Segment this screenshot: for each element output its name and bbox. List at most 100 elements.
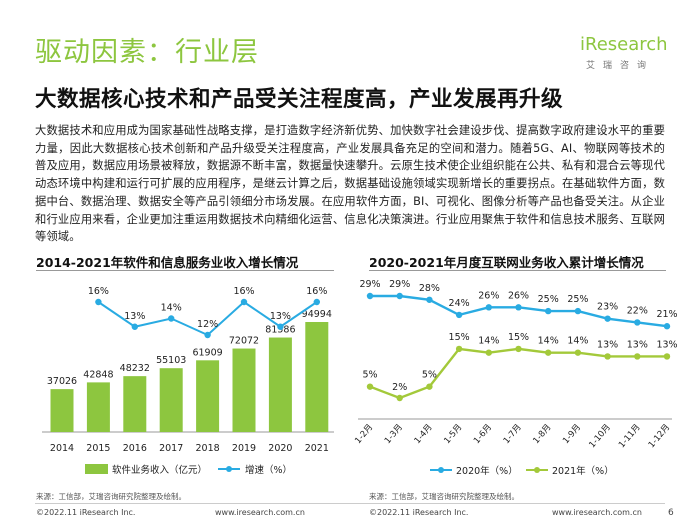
left-bar-label-2018: 61909 <box>192 347 222 358</box>
footer-divider <box>35 503 665 504</box>
right-chart-divider <box>369 270 666 271</box>
right-tick-1-4月: 1-4月 <box>413 423 435 447</box>
footer-copyright-right: ©2022.11 iResearch Inc. <box>369 508 469 517</box>
right-label-2020-8: 23% <box>597 302 618 313</box>
right-chart-source: 来源：工信部，艾瑞咨询研究院整理及绘制。 <box>369 492 519 501</box>
left-growth-label-2020: 13% <box>270 311 291 322</box>
left-growth-point-2018 <box>204 331 211 339</box>
right-label-2020-2: 28% <box>419 283 440 294</box>
left-bar-2016 <box>123 376 147 432</box>
right-label-2021-7: 14% <box>567 336 588 347</box>
right-label-2021-8: 13% <box>597 339 618 350</box>
right-point-2020-2 <box>426 296 433 303</box>
left-tick-2015: 2015 <box>86 443 110 454</box>
footer-url-left: www.iresearch.com.cn <box>215 508 305 517</box>
left-growth-label-2019: 16% <box>233 286 254 297</box>
left-growth-point-2021 <box>313 298 320 306</box>
legend-bar-label: 软件业务收入（亿元） <box>112 464 207 476</box>
left-chart-divider <box>36 270 334 271</box>
right-point-2021-7 <box>574 349 582 356</box>
legend-growth-dot <box>226 466 232 472</box>
right-point-2020-5 <box>515 304 522 311</box>
right-label-2020-4: 26% <box>478 290 499 301</box>
left-tick-2017: 2017 <box>159 443 183 454</box>
left-growth-label-2016: 13% <box>124 311 145 322</box>
left-bar-2015 <box>86 382 110 432</box>
right-tick-1-9月: 1-9月 <box>561 423 583 447</box>
left-bar-label-2015: 42848 <box>83 369 113 380</box>
left-growth-label-2015: 16% <box>88 286 109 297</box>
left-tick-2021: 2021 <box>305 443 329 454</box>
right-label-2021-0: 5% <box>362 370 377 381</box>
right-point-2021-4 <box>485 349 492 356</box>
right-label-2020-1: 29% <box>389 279 410 290</box>
left-growth-label-2017: 14% <box>161 303 182 314</box>
right-label-2021-2: 5% <box>422 370 437 381</box>
page-number: 6 <box>668 508 674 518</box>
right-point-2020-8 <box>604 315 611 322</box>
left-bar-label-2019: 72072 <box>229 336 259 347</box>
left-bar-label-2021: 94994 <box>302 309 332 320</box>
right-label-2021-5: 15% <box>508 332 529 343</box>
right-tick-1-8月: 1-8月 <box>531 423 553 447</box>
right-tick-1-12月: 1-12月 <box>647 423 673 451</box>
right-point-2020-10 <box>663 323 671 330</box>
right-point-2020-9 <box>634 319 641 326</box>
right-tick-1-5月: 1-5月 <box>442 423 464 447</box>
right-label-2021-10: 13% <box>656 339 677 350</box>
left-bar-2018 <box>196 360 220 432</box>
legend-2021-label: 2021年（%） <box>552 465 614 477</box>
right-tick-1-11月: 1-11月 <box>617 423 643 451</box>
right-point-2020-3 <box>455 311 463 319</box>
legend-bar-swatch <box>85 464 108 474</box>
right-point-2021-10 <box>663 353 671 360</box>
right-point-2020-6 <box>545 307 552 315</box>
right-point-2021-6 <box>545 349 552 356</box>
right-tick-1-10月: 1-10月 <box>587 423 613 451</box>
legend-2020-dot <box>438 467 444 473</box>
right-label-2020-6: 25% <box>538 294 559 305</box>
left-growth-label-2018: 12% <box>197 319 218 330</box>
right-chart-title: 2020-2021年月度互联网业务收入累计增长情况 <box>369 255 644 270</box>
page-subtitle: 大数据核心技术和产品受关注程度高，产业发展再升级 <box>35 87 564 112</box>
left-chart-title: 2014-2021年软件和信息服务业收入增长情况 <box>36 255 299 270</box>
right-point-2020-1 <box>396 292 403 300</box>
right-tick-1-6月: 1-6月 <box>472 423 494 447</box>
left-growth-point-2015 <box>95 298 102 306</box>
logo-sub: 艾瑞咨询 <box>586 61 655 71</box>
right-label-2020-10: 21% <box>656 309 677 320</box>
left-growth-point-2016 <box>131 323 138 330</box>
page-title: 驱动因素：行业层 <box>35 37 259 68</box>
right-point-2021-1 <box>396 394 403 402</box>
legend-growth-label: 增速（%） <box>245 464 292 476</box>
right-point-2021-3 <box>455 345 463 353</box>
right-label-2021-4: 14% <box>478 336 499 347</box>
right-label-2020-5: 26% <box>508 290 529 301</box>
left-bar-label-2014: 37026 <box>47 376 77 387</box>
footer-url-right: www.iresearch.com.cn <box>552 508 642 517</box>
legend-2021-dot <box>534 467 540 473</box>
left-bar-label-2017: 55103 <box>156 355 186 366</box>
right-point-2021-2 <box>426 383 433 390</box>
left-tick-2014: 2014 <box>50 443 74 454</box>
iresearch-logo: iResearch 艾瑞咨询 <box>580 34 668 74</box>
right-line-2021 <box>369 347 667 400</box>
legend-2020-label: 2020年（%） <box>456 465 518 477</box>
left-growth-label-2021: 16% <box>306 286 327 297</box>
right-label-2020-7: 25% <box>567 294 588 305</box>
right-label-2020-3: 24% <box>449 298 470 309</box>
left-bar-label-2020: 81586 <box>265 325 295 336</box>
right-label-2020-0: 29% <box>359 279 380 290</box>
logo-brand: iResearch <box>580 34 668 55</box>
left-growth-point-2017 <box>168 315 175 322</box>
right-point-2020-4 <box>485 304 492 311</box>
right-label-2020-9: 22% <box>627 305 648 316</box>
right-point-2020-7 <box>574 307 582 315</box>
left-bar-2019 <box>232 348 256 432</box>
left-chart-source: 来源：工信部，艾瑞咨询研究院整理及绘制。 <box>36 492 186 501</box>
left-bar-2021 <box>305 322 329 432</box>
left-tick-2020: 2020 <box>268 443 292 454</box>
left-bar-label-2016: 48232 <box>120 363 150 374</box>
left-bar-2020 <box>268 337 292 432</box>
